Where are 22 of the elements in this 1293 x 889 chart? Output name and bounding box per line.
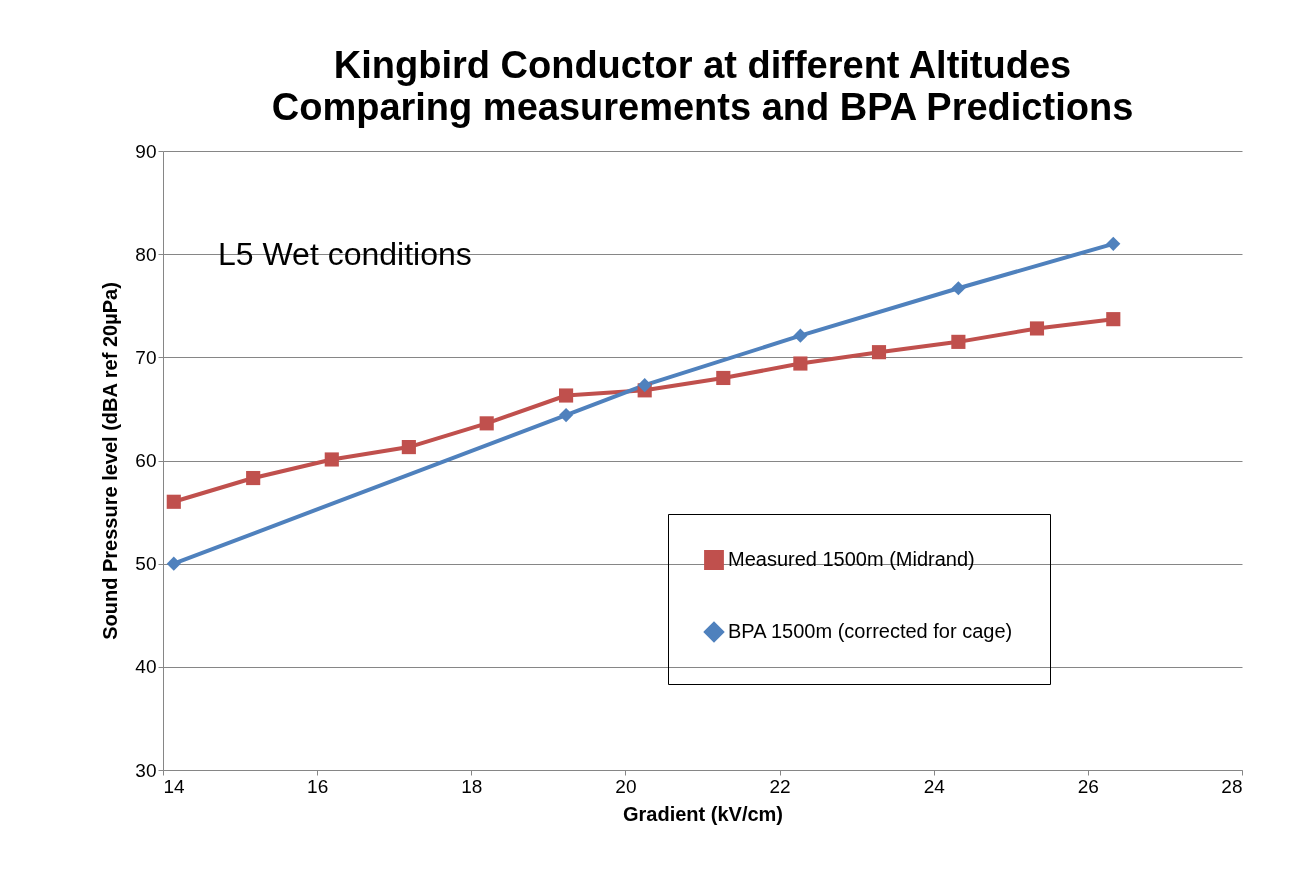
y-tick-label: 70 xyxy=(135,346,157,368)
x-tick-label: 24 xyxy=(923,775,946,797)
x-tick-label: 28 xyxy=(1221,775,1243,797)
y-tick-label: 50 xyxy=(135,553,157,575)
chart-title: Kingbird Conductor at different Altitudes xyxy=(333,44,1072,86)
y-tick-label: 30 xyxy=(135,759,157,781)
annotation: L5 Wet conditions xyxy=(218,236,472,272)
x-tick-label: 14 xyxy=(163,775,186,797)
x-tick-label: 26 xyxy=(1077,775,1099,797)
x-tick-label: 20 xyxy=(615,775,637,797)
x-tick-label: 18 xyxy=(461,775,483,797)
y-axis-title: Sound Pressure level (dBA ref 20µPa) xyxy=(99,282,122,640)
x-axis-title: Gradient (kV/cm) xyxy=(622,802,784,825)
y-tick-label: 40 xyxy=(135,656,157,678)
x-tick-label: 16 xyxy=(307,775,329,797)
y-tick-label: 80 xyxy=(135,243,157,265)
y-tick-label: 60 xyxy=(135,450,157,471)
x-tick-label: 22 xyxy=(769,775,791,797)
legend-label: BPA 1500m (corrected for cage) xyxy=(728,620,1013,642)
legend-label: Measured 1500m (Midrand) xyxy=(728,548,975,570)
chart-subtitle: Comparing measurements and BPA Predictions xyxy=(271,86,1134,128)
y-tick-label: 90 xyxy=(135,140,157,162)
